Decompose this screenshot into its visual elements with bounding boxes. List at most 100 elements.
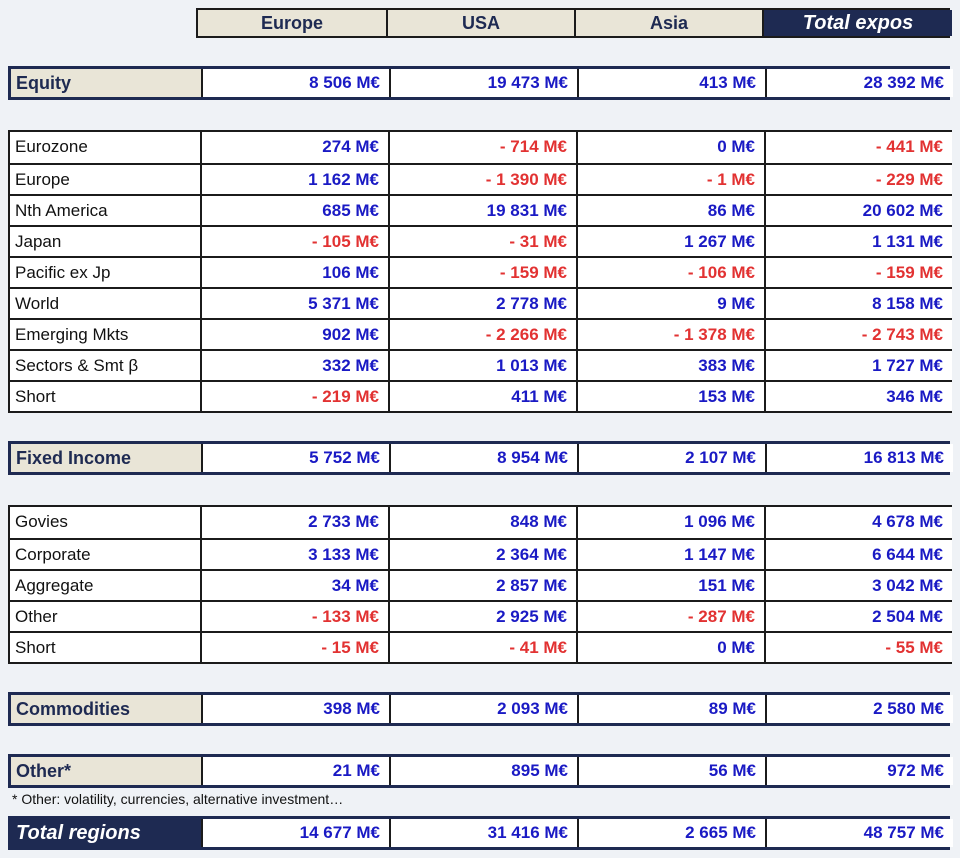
value-cell: 4 678 M€	[764, 507, 952, 538]
total-regions-usa-value: 31 416 M€	[389, 819, 577, 847]
table-row: Aggregate 34 M€ 2 857 M€ 151 M€ 3 042 M€	[10, 569, 952, 600]
equity-section-label: Equity	[11, 69, 201, 97]
value-cell: - 2 743 M€	[764, 320, 952, 349]
value-cell: 20 602 M€	[764, 196, 952, 225]
table-row: Short - 15 M€ - 41 M€ 0 M€ - 55 M€	[10, 631, 952, 662]
other-europe-value: 21 M€	[201, 757, 389, 785]
value-cell: 2 857 M€	[388, 571, 576, 600]
value-cell: - 1 378 M€	[576, 320, 764, 349]
value-cell: 5 371 M€	[200, 289, 388, 318]
value-cell: 0 M€	[576, 633, 764, 662]
equity-asia-value: 413 M€	[577, 69, 765, 97]
value-cell: - 219 M€	[200, 382, 388, 411]
other-usa-value: 895 M€	[389, 757, 577, 785]
value-cell: 848 M€	[388, 507, 576, 538]
value-cell: - 1 M€	[576, 165, 764, 194]
value-cell: 19 831 M€	[388, 196, 576, 225]
row-label: Pacific ex Jp	[10, 258, 200, 287]
other-summary-row: Other* 21 M€ 895 M€ 56 M€ 972 M€	[8, 754, 953, 788]
value-cell: 106 M€	[200, 258, 388, 287]
value-cell: 34 M€	[200, 571, 388, 600]
row-label: World	[10, 289, 200, 318]
fixed-income-europe-value: 5 752 M€	[201, 444, 389, 472]
row-label: Nth America	[10, 196, 200, 225]
fixed-income-total-value: 16 813 M€	[765, 444, 953, 472]
row-label: Corporate	[10, 540, 200, 569]
value-cell: 411 M€	[388, 382, 576, 411]
table-row: Pacific ex Jp 106 M€ - 159 M€ - 106 M€ - 159…	[10, 256, 952, 287]
table-row: Emerging Mkts 902 M€ - 2 266 M€ - 1 378 M€ -…	[10, 318, 952, 349]
value-cell: 383 M€	[576, 351, 764, 380]
row-label: Short	[10, 633, 200, 662]
table-row: Short - 219 M€ 411 M€ 153 M€ 346 M€	[10, 380, 952, 411]
value-cell: - 1 390 M€	[388, 165, 576, 194]
value-cell: 1 096 M€	[576, 507, 764, 538]
other-footnote: * Other: volatility, currencies, alterna…	[12, 791, 344, 807]
value-cell: 1 162 M€	[200, 165, 388, 194]
value-cell: 153 M€	[576, 382, 764, 411]
row-label: Emerging Mkts	[10, 320, 200, 349]
fixed-income-section-label: Fixed Income	[11, 444, 201, 472]
value-cell: 0 M€	[576, 132, 764, 163]
row-label: Aggregate	[10, 571, 200, 600]
value-cell: 3 133 M€	[200, 540, 388, 569]
total-regions-row: Total regions 14 677 M€ 31 416 M€ 2 665 …	[8, 816, 953, 850]
value-cell: - 229 M€	[764, 165, 952, 194]
table-row: World 5 371 M€ 2 778 M€ 9 M€ 8 158 M€	[10, 287, 952, 318]
value-cell: 2 925 M€	[388, 602, 576, 631]
value-cell: 274 M€	[200, 132, 388, 163]
value-cell: - 287 M€	[576, 602, 764, 631]
row-label: Other	[10, 602, 200, 631]
table-row: Europe 1 162 M€ - 1 390 M€ - 1 M€ - 229 M€	[10, 163, 952, 194]
value-cell: 2 504 M€	[764, 602, 952, 631]
row-label: Govies	[10, 507, 200, 538]
value-cell: - 105 M€	[200, 227, 388, 256]
commodities-summary-row: Commodities 398 M€ 2 093 M€ 89 M€ 2 580 …	[8, 692, 953, 726]
other-total-value: 972 M€	[765, 757, 953, 785]
value-cell: - 41 M€	[388, 633, 576, 662]
column-header-asia: Asia	[574, 10, 762, 36]
table-row: Corporate 3 133 M€ 2 364 M€ 1 147 M€ 6 644 M…	[10, 538, 952, 569]
value-cell: 86 M€	[576, 196, 764, 225]
value-cell: 151 M€	[576, 571, 764, 600]
value-cell: 2 364 M€	[388, 540, 576, 569]
value-cell: 346 M€	[764, 382, 952, 411]
equity-detail-table: Eurozone 274 M€ - 714 M€ 0 M€ - 441 M€ Europe…	[8, 130, 952, 413]
value-cell: 1 727 M€	[764, 351, 952, 380]
value-cell: 2 778 M€	[388, 289, 576, 318]
value-cell: - 31 M€	[388, 227, 576, 256]
commodities-usa-value: 2 093 M€	[389, 695, 577, 723]
row-label: Short	[10, 382, 200, 411]
table-row: Japan - 105 M€ - 31 M€ 1 267 M€ 1 131 M€	[10, 225, 952, 256]
value-cell: - 55 M€	[764, 633, 952, 662]
total-regions-total-value: 48 757 M€	[765, 819, 953, 847]
row-label: Europe	[10, 165, 200, 194]
value-cell: 1 267 M€	[576, 227, 764, 256]
fixed-income-detail-table: Govies 2 733 M€ 848 M€ 1 096 M€ 4 678 M€ Corp…	[8, 505, 952, 664]
value-cell: 6 644 M€	[764, 540, 952, 569]
column-header-row: Europe USA Asia Total expos	[196, 8, 952, 38]
row-label: Japan	[10, 227, 200, 256]
table-row: Eurozone 274 M€ - 714 M€ 0 M€ - 441 M€	[10, 132, 952, 163]
total-regions-asia-value: 2 665 M€	[577, 819, 765, 847]
table-row: Govies 2 733 M€ 848 M€ 1 096 M€ 4 678 M€	[10, 507, 952, 538]
value-cell: 9 M€	[576, 289, 764, 318]
other-asia-value: 56 M€	[577, 757, 765, 785]
value-cell: - 441 M€	[764, 132, 952, 163]
commodities-asia-value: 89 M€	[577, 695, 765, 723]
column-header-usa: USA	[386, 10, 574, 36]
value-cell: 902 M€	[200, 320, 388, 349]
table-row: Nth America 685 M€ 19 831 M€ 86 M€ 20 602 M€	[10, 194, 952, 225]
column-header-europe: Europe	[198, 10, 386, 36]
equity-usa-value: 19 473 M€	[389, 69, 577, 97]
equity-europe-value: 8 506 M€	[201, 69, 389, 97]
value-cell: - 714 M€	[388, 132, 576, 163]
value-cell: 1 147 M€	[576, 540, 764, 569]
row-label: Sectors & Smt β	[10, 351, 200, 380]
value-cell: 8 158 M€	[764, 289, 952, 318]
column-header-total-expos: Total expos	[762, 10, 952, 36]
table-row: Sectors & Smt β 332 M€ 1 013 M€ 383 M€ 1 727…	[10, 349, 952, 380]
commodities-section-label: Commodities	[11, 695, 201, 723]
table-row: Other - 133 M€ 2 925 M€ - 287 M€ 2 504 M€	[10, 600, 952, 631]
